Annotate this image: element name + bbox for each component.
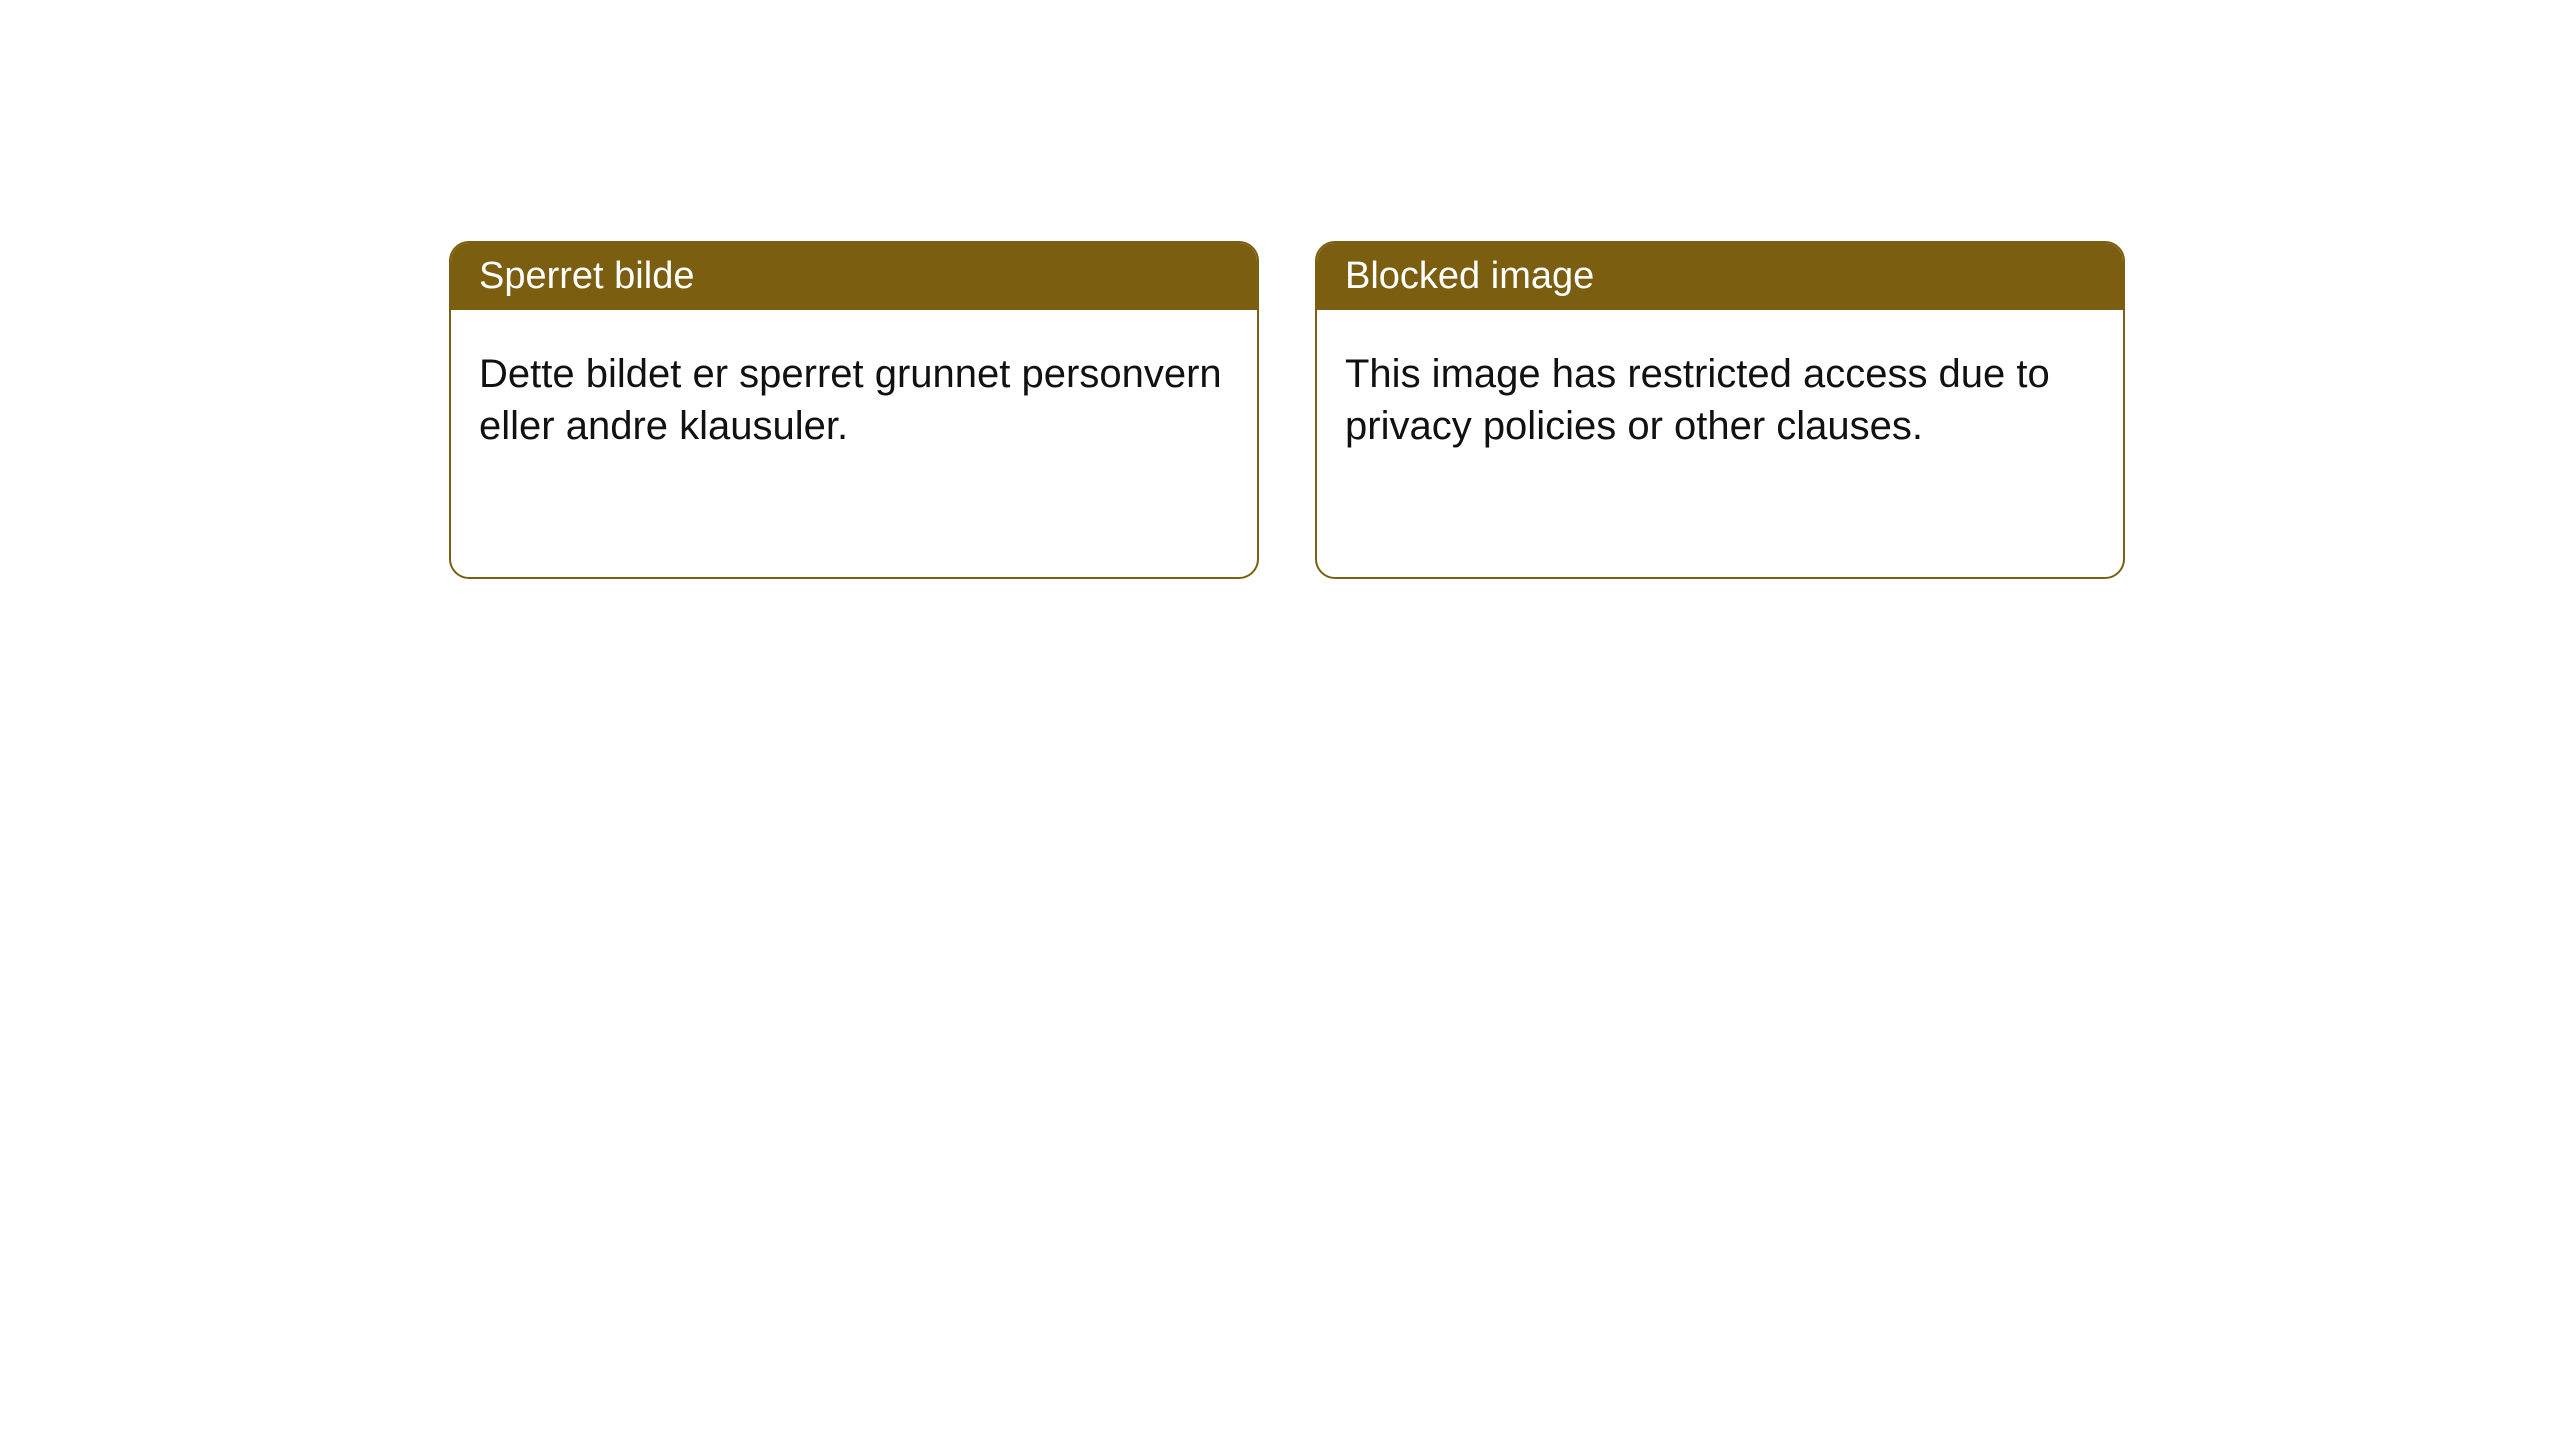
notice-card-norwegian: Sperret bilde Dette bildet er sperret gr… (449, 241, 1259, 579)
card-title: Blocked image (1345, 255, 1594, 297)
notice-container: Sperret bilde Dette bildet er sperret gr… (0, 0, 2560, 579)
notice-card-english: Blocked image This image has restricted … (1315, 241, 2125, 579)
card-body: Dette bildet er sperret grunnet personve… (451, 310, 1257, 490)
card-header: Sperret bilde (451, 243, 1257, 310)
card-message: This image has restricted access due to … (1345, 352, 2050, 448)
card-title: Sperret bilde (479, 255, 694, 297)
card-message: Dette bildet er sperret grunnet personve… (479, 352, 1222, 448)
card-header: Blocked image (1317, 243, 2123, 310)
card-body: This image has restricted access due to … (1317, 310, 2123, 490)
